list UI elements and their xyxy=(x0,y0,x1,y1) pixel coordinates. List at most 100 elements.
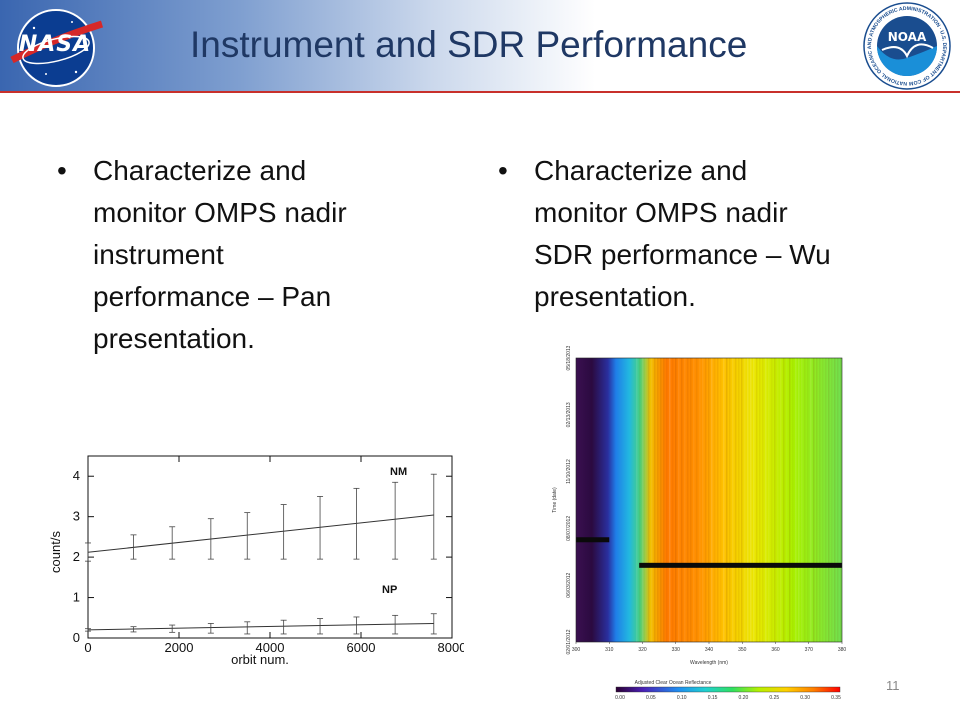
colorbar-title: Adjusted Clear Ocean Reflectance xyxy=(635,680,712,686)
heatmap-stripe xyxy=(780,358,782,642)
plot-frame xyxy=(87,455,453,639)
heatmap-stripe xyxy=(816,358,818,642)
heatmap-stripe xyxy=(798,358,800,642)
colorbar-tick-label: 0.05 xyxy=(646,695,656,701)
y-axis-label: count/s xyxy=(48,531,63,573)
heatmap-stripe xyxy=(714,358,716,642)
reflectance-heatmap: 300 310 320 330 340 350 360 370 380 02/01/2012 06/… xyxy=(552,346,846,701)
heatmap-stripe xyxy=(684,358,686,642)
series-label-np: NP xyxy=(382,584,397,596)
heatmap-stripe xyxy=(795,358,797,642)
error-bar-np xyxy=(317,618,324,635)
heatmap-stripe xyxy=(819,358,821,642)
heatmap-stripe xyxy=(681,358,683,642)
heatmap-stripe xyxy=(753,358,755,642)
heatmap-stripe xyxy=(759,358,761,642)
heatmap-stripe xyxy=(741,358,743,642)
heatmap-stripe xyxy=(744,358,746,642)
heatmap-stripe xyxy=(747,358,749,642)
heatmap-stripe xyxy=(702,358,704,642)
heatmap-x-label: Wavelength (nm) xyxy=(690,660,728,666)
heatmap-field xyxy=(576,358,842,642)
heatmap-stripe xyxy=(840,358,842,642)
error-bar-nm xyxy=(392,481,399,560)
heatmap-stripe xyxy=(738,358,740,642)
error-bar-np xyxy=(353,616,360,635)
heatmap-stripe xyxy=(813,358,815,642)
colorbar-tick-label: 0.25 xyxy=(769,695,779,701)
heatmap-stripe xyxy=(765,358,767,642)
error-bar-nm xyxy=(430,473,437,560)
orbit-count-chart: 0 2000 4000 6000 8000 0 1 2 3 4 count/s orbit num… xyxy=(48,455,464,667)
error-bar-np xyxy=(280,619,287,635)
error-bar-np xyxy=(130,626,137,633)
heatmap-x-tick-label: 300 xyxy=(572,647,581,653)
x-tick-label: 6000 xyxy=(347,640,376,655)
x-tick-label: 8000 xyxy=(438,640,464,655)
error-bar-nm xyxy=(244,512,251,560)
heatmap-x-tick-label: 310 xyxy=(605,647,614,653)
heatmap-stripe xyxy=(783,358,785,642)
heatmap-x-tick-label: 370 xyxy=(805,647,814,653)
heatmap-x-tick-label: 350 xyxy=(738,647,747,653)
heatmap-y-tick-label: 02/01/2012 xyxy=(566,629,572,654)
series-label-nm: NM xyxy=(390,466,407,478)
heatmap-stripe xyxy=(801,358,803,642)
bullet-instrument: • Characterize and monitor OMPS nadir in… xyxy=(57,150,437,380)
heatmap-stripe xyxy=(651,358,653,642)
error-bar-np xyxy=(244,621,251,635)
heatmap-stripe xyxy=(645,358,647,642)
y-tick-label: 1 xyxy=(73,590,80,605)
heatmap-stripe xyxy=(648,358,650,642)
heatmap-stripe xyxy=(690,358,692,642)
heatmap-stripe xyxy=(642,358,644,642)
colorbar-tick-label: 0.30 xyxy=(800,695,810,701)
heatmap-stripe xyxy=(768,358,770,642)
heatmap-x-tick-label: 320 xyxy=(638,647,647,653)
heatmap-stripe xyxy=(762,358,764,642)
y-tick-label: 0 xyxy=(73,630,80,645)
heatmap-stripe xyxy=(636,358,638,642)
heatmap-stripe xyxy=(831,358,833,642)
header-rule xyxy=(0,91,960,93)
y-tick-label: 3 xyxy=(73,509,80,524)
heatmap-stripe xyxy=(771,358,773,642)
error-bar-nm xyxy=(169,526,176,560)
nasa-logo-text: NASA xyxy=(18,32,92,57)
heatmap-x-tick-label: 360 xyxy=(771,647,780,653)
colorbar-tick-label: 0.15 xyxy=(708,695,718,701)
heatmap-y-tick-label: 02/13/2013 xyxy=(566,402,572,427)
noaa-logo: NATIONAL OCEANIC AND ATMOSPHERIC ADMINIS… xyxy=(860,2,951,90)
heatmap-stripe xyxy=(750,358,752,642)
header-band xyxy=(0,0,960,92)
bullet-sdr: • Characterize and monitor OMPS nadir SD… xyxy=(498,150,918,340)
missing-data-row xyxy=(576,537,610,543)
heatmap-y-tick-label: 06/03/2012 xyxy=(566,572,572,597)
slide-title: Instrument and SDR Performance xyxy=(190,24,748,65)
heatmap-stripe xyxy=(723,358,725,642)
x-tick-label: 2000 xyxy=(165,640,194,655)
heatmap-stripe xyxy=(720,358,722,642)
heatmap-y-tick-label: 08/07/2012 xyxy=(566,516,572,541)
nasa-logo xyxy=(10,9,104,87)
x-tick-label: 0 xyxy=(84,640,91,655)
heatmap-stripe xyxy=(807,358,809,642)
colorbar-tick-label: 0.00 xyxy=(615,695,625,701)
bullet-text: Characterize and monitor OMPS nadir inst… xyxy=(93,155,347,354)
bullet-glyph: • xyxy=(498,155,508,186)
error-bar-nm xyxy=(317,496,324,560)
x-tick-label: 4000 xyxy=(256,640,285,655)
error-bar-np xyxy=(85,628,91,632)
heatmap-stripe xyxy=(711,358,713,642)
error-bar-np xyxy=(169,624,176,633)
heatmap-stripe xyxy=(774,358,776,642)
error-bar-np xyxy=(207,623,214,634)
error-bar-nm xyxy=(85,542,91,562)
error-bar-nm xyxy=(207,518,214,560)
heatmap-stripe xyxy=(639,358,641,642)
heatmap-stripe xyxy=(825,358,827,642)
noaa-logo-text: NOAA xyxy=(887,30,927,44)
heatmap-stripe xyxy=(729,358,731,642)
heatmap-stripe xyxy=(693,358,695,642)
trend-line-nm xyxy=(87,514,434,553)
